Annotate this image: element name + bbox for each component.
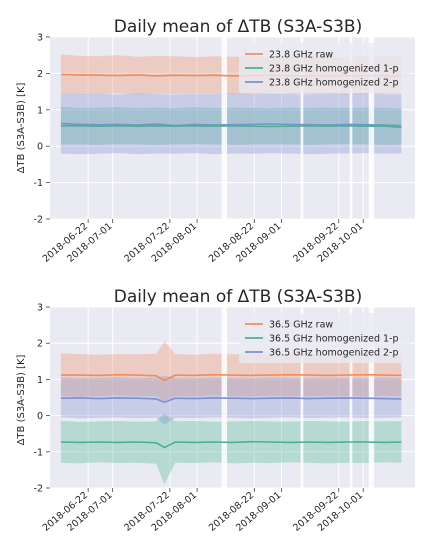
y-tick-label: 2 bbox=[37, 339, 43, 350]
legend-label: 36.5 GHz homogenized 1-p bbox=[269, 334, 399, 345]
series-line bbox=[60, 122, 402, 127]
legend-label: 36.5 GHz homogenized 2-p bbox=[269, 348, 399, 359]
y-tick-label: 3 bbox=[37, 303, 43, 314]
y-tick-label: 0 bbox=[37, 142, 43, 153]
legend-label: 23.8 GHz homogenized 2-p bbox=[269, 78, 399, 89]
y-axis-label: ΔTB (S3A-S3B) [K] bbox=[16, 354, 27, 445]
data-gap bbox=[368, 307, 375, 488]
legend-box bbox=[239, 313, 411, 363]
data-gap bbox=[349, 37, 353, 219]
series-line bbox=[60, 373, 402, 382]
legend-label: 23.8 GHz homogenized 1-p bbox=[269, 64, 399, 75]
y-tick-label: 1 bbox=[37, 105, 43, 116]
chart-panel-23ghz: Daily mean of ΔTB (S3A-S3B) ΔTB (S3A-S3B… bbox=[0, 0, 438, 275]
y-tick-label: 2 bbox=[37, 69, 43, 80]
chart-title: Daily mean of ΔTB (S3A-S3B) bbox=[114, 17, 362, 37]
y-tick-label: -1 bbox=[34, 178, 43, 189]
legend-box bbox=[239, 43, 411, 93]
legend-label: 23.8 GHz raw bbox=[269, 50, 333, 61]
data-gap bbox=[300, 307, 304, 488]
y-tick-label: 0 bbox=[37, 411, 43, 422]
series-line bbox=[60, 440, 402, 449]
series-band bbox=[60, 413, 402, 485]
series-line bbox=[60, 397, 402, 404]
data-gap bbox=[368, 37, 375, 219]
chart-title: Daily mean of ΔTB (S3A-S3B) bbox=[114, 287, 362, 307]
y-tick-label: -1 bbox=[34, 447, 43, 458]
data-gap bbox=[221, 37, 228, 219]
y-tick-label: -2 bbox=[34, 484, 43, 495]
y-tick-label: 3 bbox=[37, 33, 43, 44]
data-gap bbox=[300, 37, 304, 219]
y-tick-label: 1 bbox=[37, 375, 43, 386]
series-band bbox=[60, 93, 402, 155]
chart-svg-23ghz: Daily mean of ΔTB (S3A-S3B) ΔTB (S3A-S3B… bbox=[16, 17, 415, 265]
series-line bbox=[60, 124, 402, 129]
series-band bbox=[60, 375, 402, 425]
y-tick-label: -2 bbox=[34, 215, 43, 226]
legend-label: 36.5 GHz raw bbox=[269, 320, 333, 331]
y-axis-label: ΔTB (S3A-S3B) [K] bbox=[16, 82, 27, 173]
chart-svg-36ghz: Daily mean of ΔTB (S3A-S3B) ΔTB (S3A-S3B… bbox=[16, 287, 415, 534]
chart-panel-36ghz: Daily mean of ΔTB (S3A-S3B) ΔTB (S3A-S3B… bbox=[0, 275, 438, 550]
